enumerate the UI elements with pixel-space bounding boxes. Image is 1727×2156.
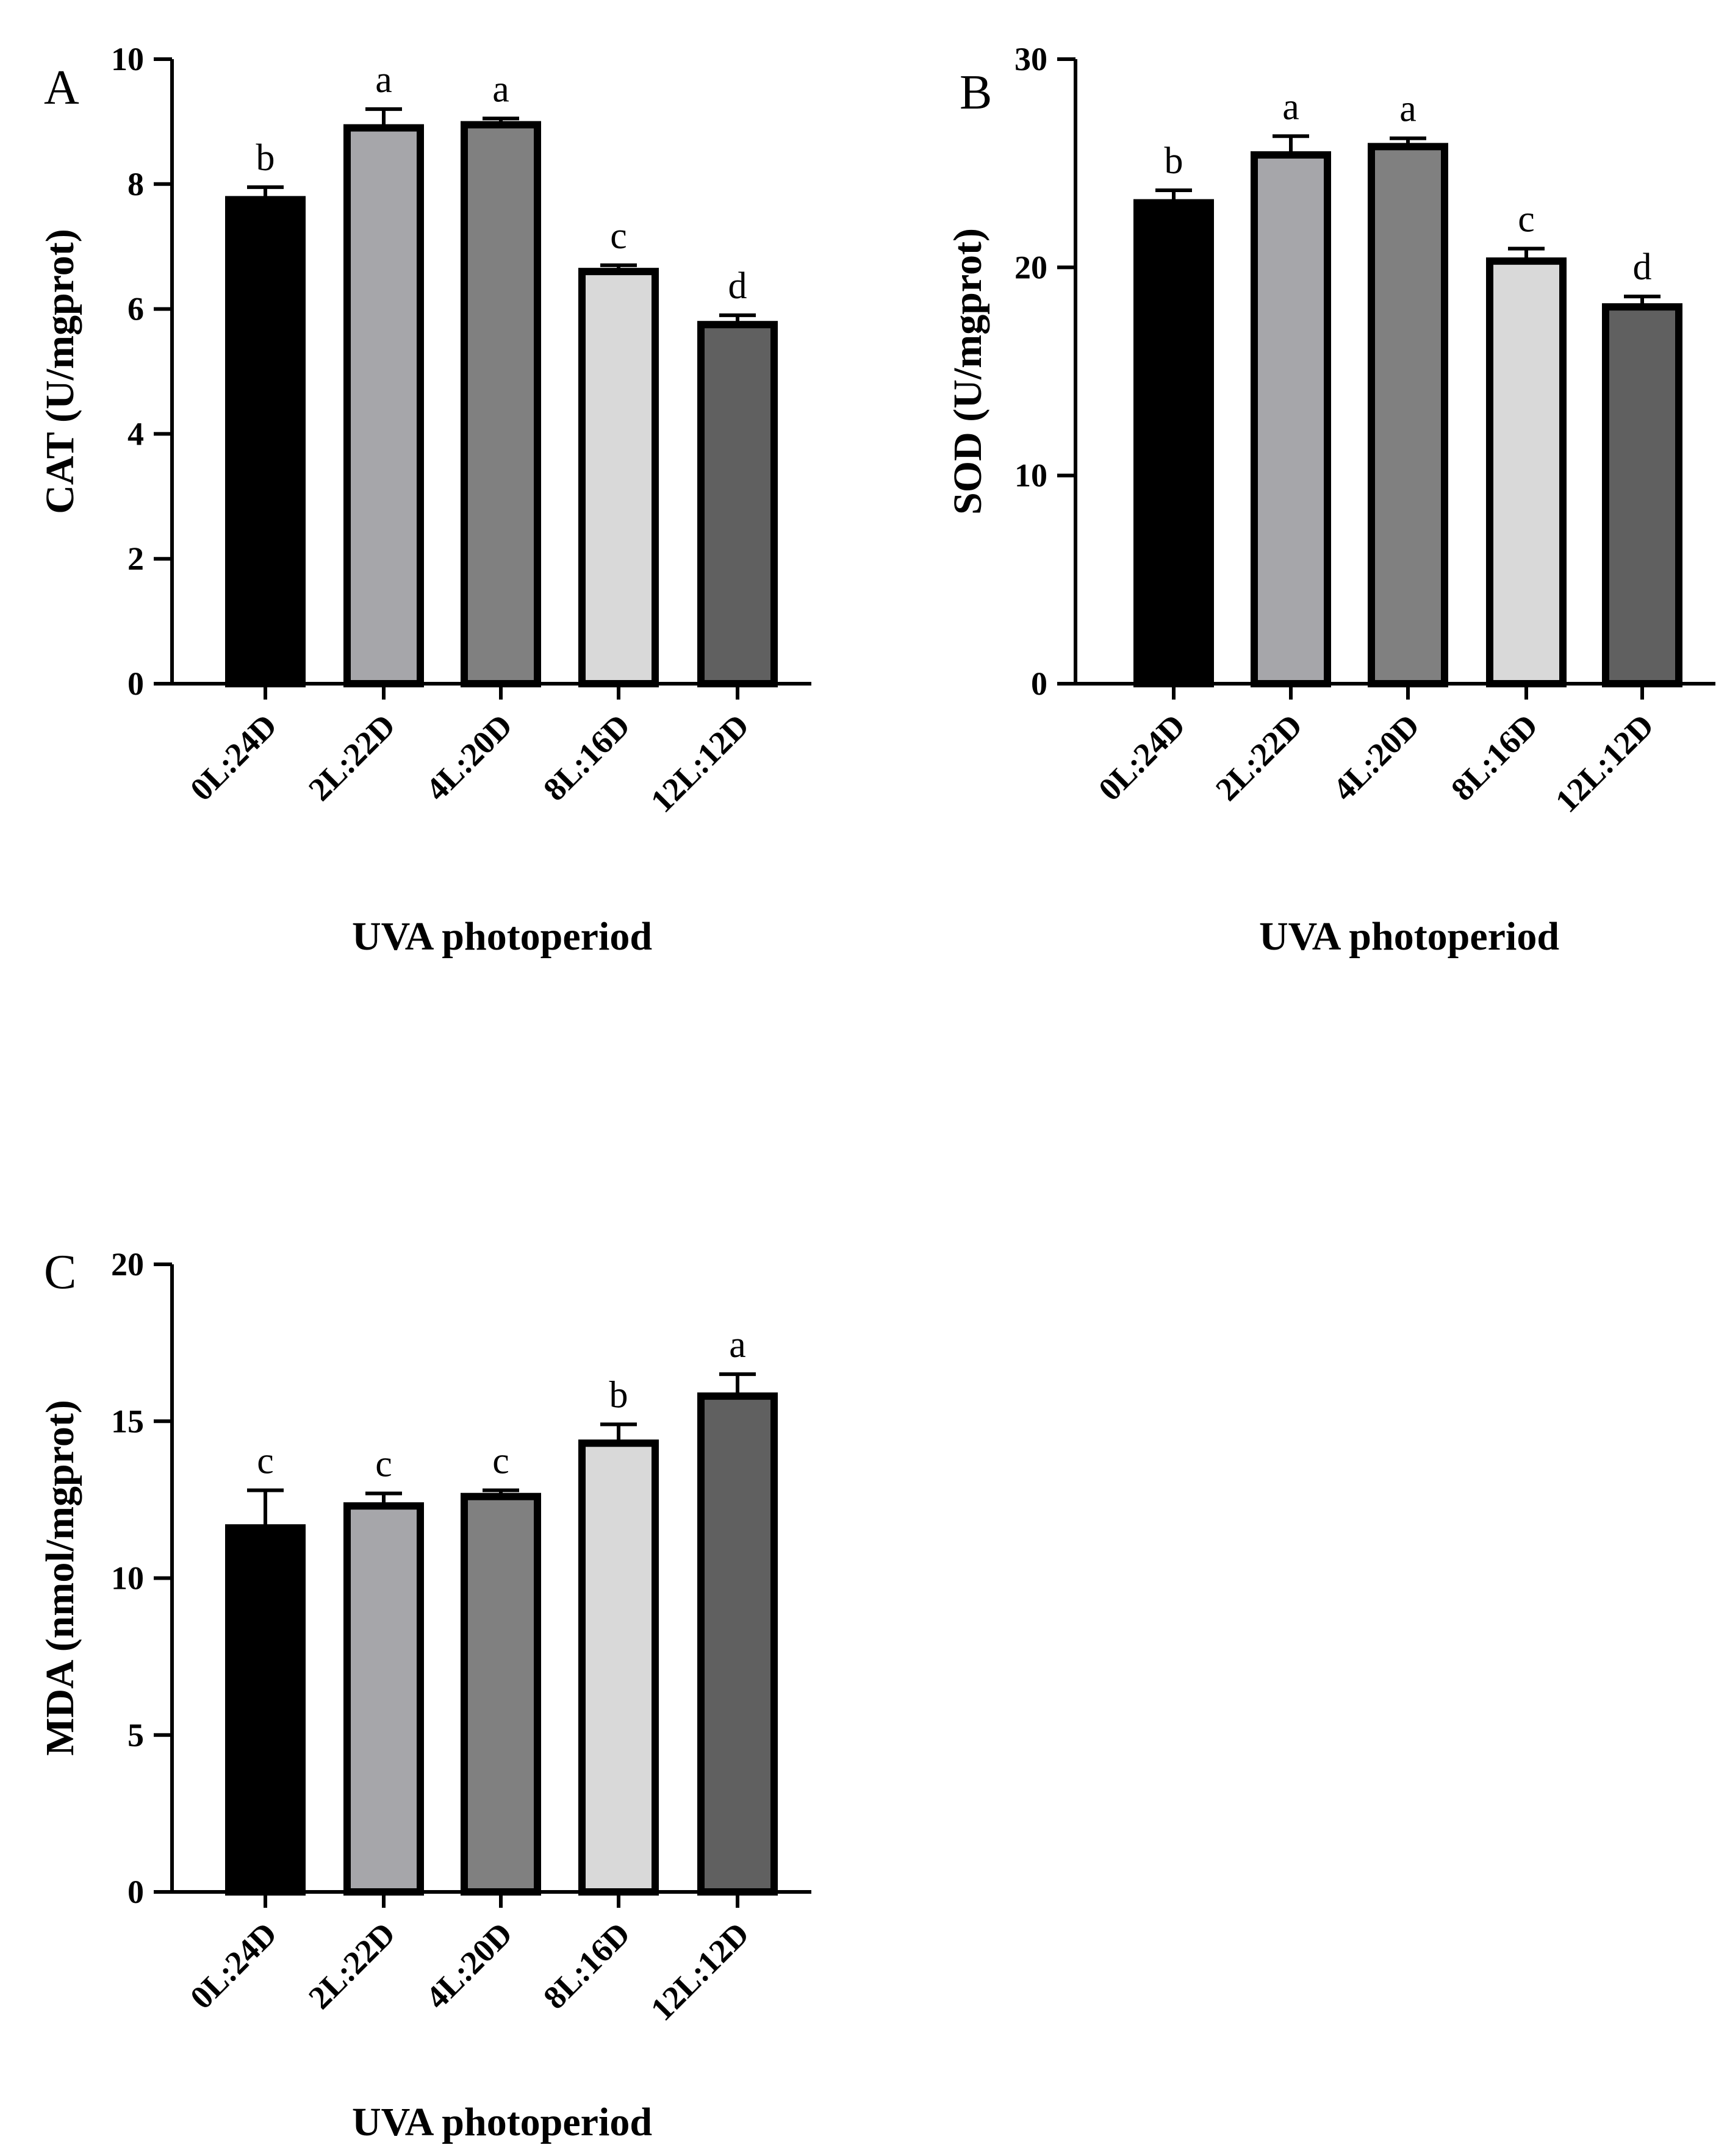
x-tick-label-4: 8L:16D xyxy=(536,1915,637,2016)
y-tick-label-1: 10 xyxy=(1014,457,1047,494)
bar-5 xyxy=(1602,303,1682,688)
x-tick-label-1: 0L:24D xyxy=(183,1915,284,2016)
x-tick-label-4: 8L:16D xyxy=(1444,707,1545,808)
x-tick-label-4: 8L:16D xyxy=(536,707,637,808)
y-tick-label-1: 2 xyxy=(127,540,144,577)
bar-2 xyxy=(343,1502,424,1896)
x-tick-label-1: 0L:24D xyxy=(183,707,284,808)
bar-3 xyxy=(461,1492,541,1896)
bar-5 xyxy=(697,321,778,687)
y-tick-label-2: 4 xyxy=(127,415,144,452)
bar-5 xyxy=(697,1392,778,1896)
x-tick-label-2: 2L:22D xyxy=(301,707,402,808)
bar-1 xyxy=(1133,199,1214,687)
bar-3 xyxy=(1368,143,1448,688)
x-tick-label-3: 4L:20D xyxy=(1326,707,1426,808)
bar-1 xyxy=(225,1524,306,1896)
x-axis-title: UVA photoperiod xyxy=(1259,914,1559,959)
significance-label-2: a xyxy=(375,59,392,101)
significance-label-4: c xyxy=(1518,199,1535,240)
x-axis-title: UVA photoperiod xyxy=(352,914,652,959)
y-tick-label-0: 0 xyxy=(127,665,144,702)
x-axis-title: UVA photoperiod xyxy=(352,2100,652,2144)
panel-letter: C xyxy=(44,1245,76,1299)
bar-4 xyxy=(1486,257,1567,687)
x-tick-label-2: 2L:22D xyxy=(1208,707,1309,808)
y-tick-label-3: 30 xyxy=(1014,41,1047,77)
significance-label-3: c xyxy=(492,1440,509,1481)
significance-label-2: a xyxy=(1282,86,1299,127)
panel-letter: A xyxy=(44,61,79,115)
x-tick-label-5: 12L:12D xyxy=(644,707,756,820)
panel-letter: B xyxy=(960,66,992,120)
panel-b: b 0L:24D a 2L:22D a 4L:20D c 8L:16D d 12L:12D 0 10 2… xyxy=(946,41,1715,959)
y-tick-label-2: 10 xyxy=(111,1560,144,1597)
bar-4 xyxy=(578,1439,659,1896)
x-tick-label-3: 4L:20D xyxy=(418,1915,519,2016)
bar-1 xyxy=(225,196,306,687)
x-tick-label-3: 4L:20D xyxy=(418,707,519,808)
bar-4 xyxy=(578,268,659,688)
x-tick-label-5: 12L:12D xyxy=(1548,707,1661,820)
panel-c: c 0L:24D c 2L:22D c 4L:20D b 8L:16D a 12L:12D 0 5 10… xyxy=(38,1245,811,2144)
y-tick-label-0: 0 xyxy=(1031,665,1047,702)
significance-label-3: a xyxy=(1399,88,1416,130)
significance-label-1: c xyxy=(257,1440,274,1481)
y-tick-label-0: 0 xyxy=(127,1874,144,1910)
significance-label-4: c xyxy=(610,215,627,257)
significance-label-4: b xyxy=(609,1374,628,1416)
bar-3 xyxy=(461,121,541,687)
significance-label-2: c xyxy=(375,1444,392,1485)
y-axis-title: CAT (U/mgprot) xyxy=(38,229,82,514)
y-tick-label-2: 20 xyxy=(1014,249,1047,285)
x-tick-label-5: 12L:12D xyxy=(644,1915,756,2028)
y-tick-label-4: 8 xyxy=(127,166,144,202)
significance-label-5: d xyxy=(728,265,747,307)
significance-label-1: b xyxy=(256,137,275,179)
x-tick-label-1: 0L:24D xyxy=(1091,707,1192,808)
y-tick-label-3: 15 xyxy=(111,1403,144,1439)
y-axis-title: MDA (nmol/mgprot) xyxy=(38,1400,82,1756)
y-tick-label-1: 5 xyxy=(127,1717,144,1753)
significance-label-1: b xyxy=(1165,140,1183,182)
panel-a: b 0L:24D a 2L:22D a 4L:20D c 8L:16D d 12L:12D 0 2 4 6… xyxy=(38,41,811,959)
significance-label-3: a xyxy=(492,68,509,110)
significance-label-5: a xyxy=(729,1324,746,1366)
bar-2 xyxy=(343,124,424,687)
y-tick-label-3: 6 xyxy=(127,291,144,328)
y-tick-label-4: 20 xyxy=(111,1246,144,1283)
significance-label-5: d xyxy=(1633,246,1652,288)
y-axis-title: SOD (U/mgprot) xyxy=(946,228,990,515)
x-tick-label-2: 2L:22D xyxy=(301,1915,402,2016)
y-tick-label-5: 10 xyxy=(111,41,144,77)
bar-2 xyxy=(1251,151,1331,688)
